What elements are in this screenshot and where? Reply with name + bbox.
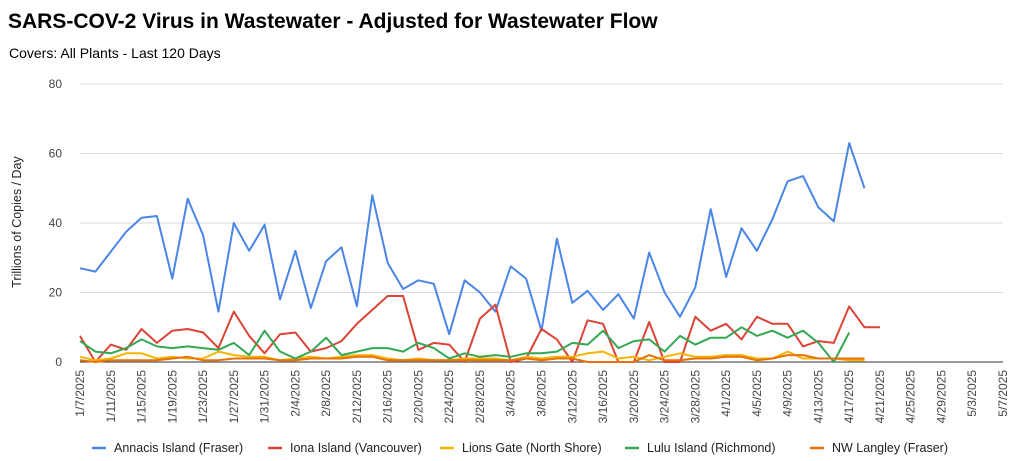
y-tick-label: 40 xyxy=(49,216,63,230)
x-tick-label: 3/28/2025 xyxy=(688,370,702,424)
chart-subtitle: Covers: All Plants - Last 120 Days xyxy=(9,45,221,61)
x-tick-label: 2/24/2025 xyxy=(442,370,456,424)
y-axis-ticks: 0 20 40 60 80 xyxy=(49,77,63,369)
x-tick-label: 3/24/2025 xyxy=(658,370,672,424)
x-tick-label: 4/1/2025 xyxy=(719,370,733,417)
x-tick-label: 4/25/2025 xyxy=(904,370,918,424)
x-tick-label: 3/16/2025 xyxy=(596,370,610,424)
legend-label: Lulu Island (Richmond) xyxy=(647,441,776,455)
x-tick-label: 1/27/2025 xyxy=(227,370,241,424)
series-lines xyxy=(79,142,880,363)
series-line xyxy=(79,354,865,363)
x-tick-label: 3/12/2025 xyxy=(565,370,579,424)
x-tick-label: 2/28/2025 xyxy=(473,370,487,424)
x-tick-label: 4/17/2025 xyxy=(842,370,856,424)
y-tick-label: 0 xyxy=(55,355,62,369)
legend-label: Iona Island (Vancouver) xyxy=(290,441,422,455)
x-tick-label: 4/29/2025 xyxy=(934,370,948,424)
x-tick-label: 1/31/2025 xyxy=(258,370,272,424)
x-tick-label: 5/7/2025 xyxy=(996,370,1010,417)
y-tick-label: 60 xyxy=(49,147,63,161)
x-tick-label: 2/4/2025 xyxy=(288,370,302,417)
series-line xyxy=(79,326,851,363)
x-axis-ticks: 1/7/2025 1/11/2025 1/15/2025 1/19/2025 1/23/… xyxy=(73,370,1010,424)
y-tick-label: 80 xyxy=(49,77,63,91)
legend-label: Annacis Island (Fraser) xyxy=(114,441,243,455)
x-tick-label: 1/7/2025 xyxy=(73,370,87,417)
x-tick-label: 1/23/2025 xyxy=(196,370,210,424)
series-line xyxy=(79,295,880,363)
legend-label: NW Langley (Fraser) xyxy=(832,441,948,455)
x-tick-label: 2/12/2025 xyxy=(350,370,364,424)
legend-label: Lions Gate (North Shore) xyxy=(462,441,602,455)
x-tick-label: 4/21/2025 xyxy=(873,370,887,424)
x-tick-label: 4/9/2025 xyxy=(781,370,795,417)
x-tick-label: 2/20/2025 xyxy=(411,370,425,424)
x-tick-label: 4/5/2025 xyxy=(750,370,764,417)
chart-title: SARS-COV-2 Virus in Wastewater - Adjuste… xyxy=(8,10,658,33)
x-tick-label: 1/19/2025 xyxy=(165,370,179,424)
x-tick-label: 3/8/2025 xyxy=(535,370,549,417)
x-tick-label: 5/3/2025 xyxy=(965,370,979,417)
x-tick-label: 1/11/2025 xyxy=(104,370,118,423)
y-tick-label: 20 xyxy=(49,286,63,300)
y-axis-label: Trillions of Copies / Day xyxy=(10,155,24,287)
gridlines xyxy=(80,83,1003,363)
x-tick-label: 3/4/2025 xyxy=(504,370,518,417)
x-tick-label: 3/20/2025 xyxy=(627,370,641,424)
series-line xyxy=(79,350,865,362)
x-tick-label: 2/8/2025 xyxy=(319,370,333,417)
x-tick-label: 2/16/2025 xyxy=(381,370,395,424)
legend: Annacis Island (Fraser) Iona Island (Vanc… xyxy=(92,441,948,455)
series-line xyxy=(79,142,866,336)
x-tick-label: 1/15/2025 xyxy=(135,370,149,424)
x-tick-label: 4/13/2025 xyxy=(811,370,825,424)
